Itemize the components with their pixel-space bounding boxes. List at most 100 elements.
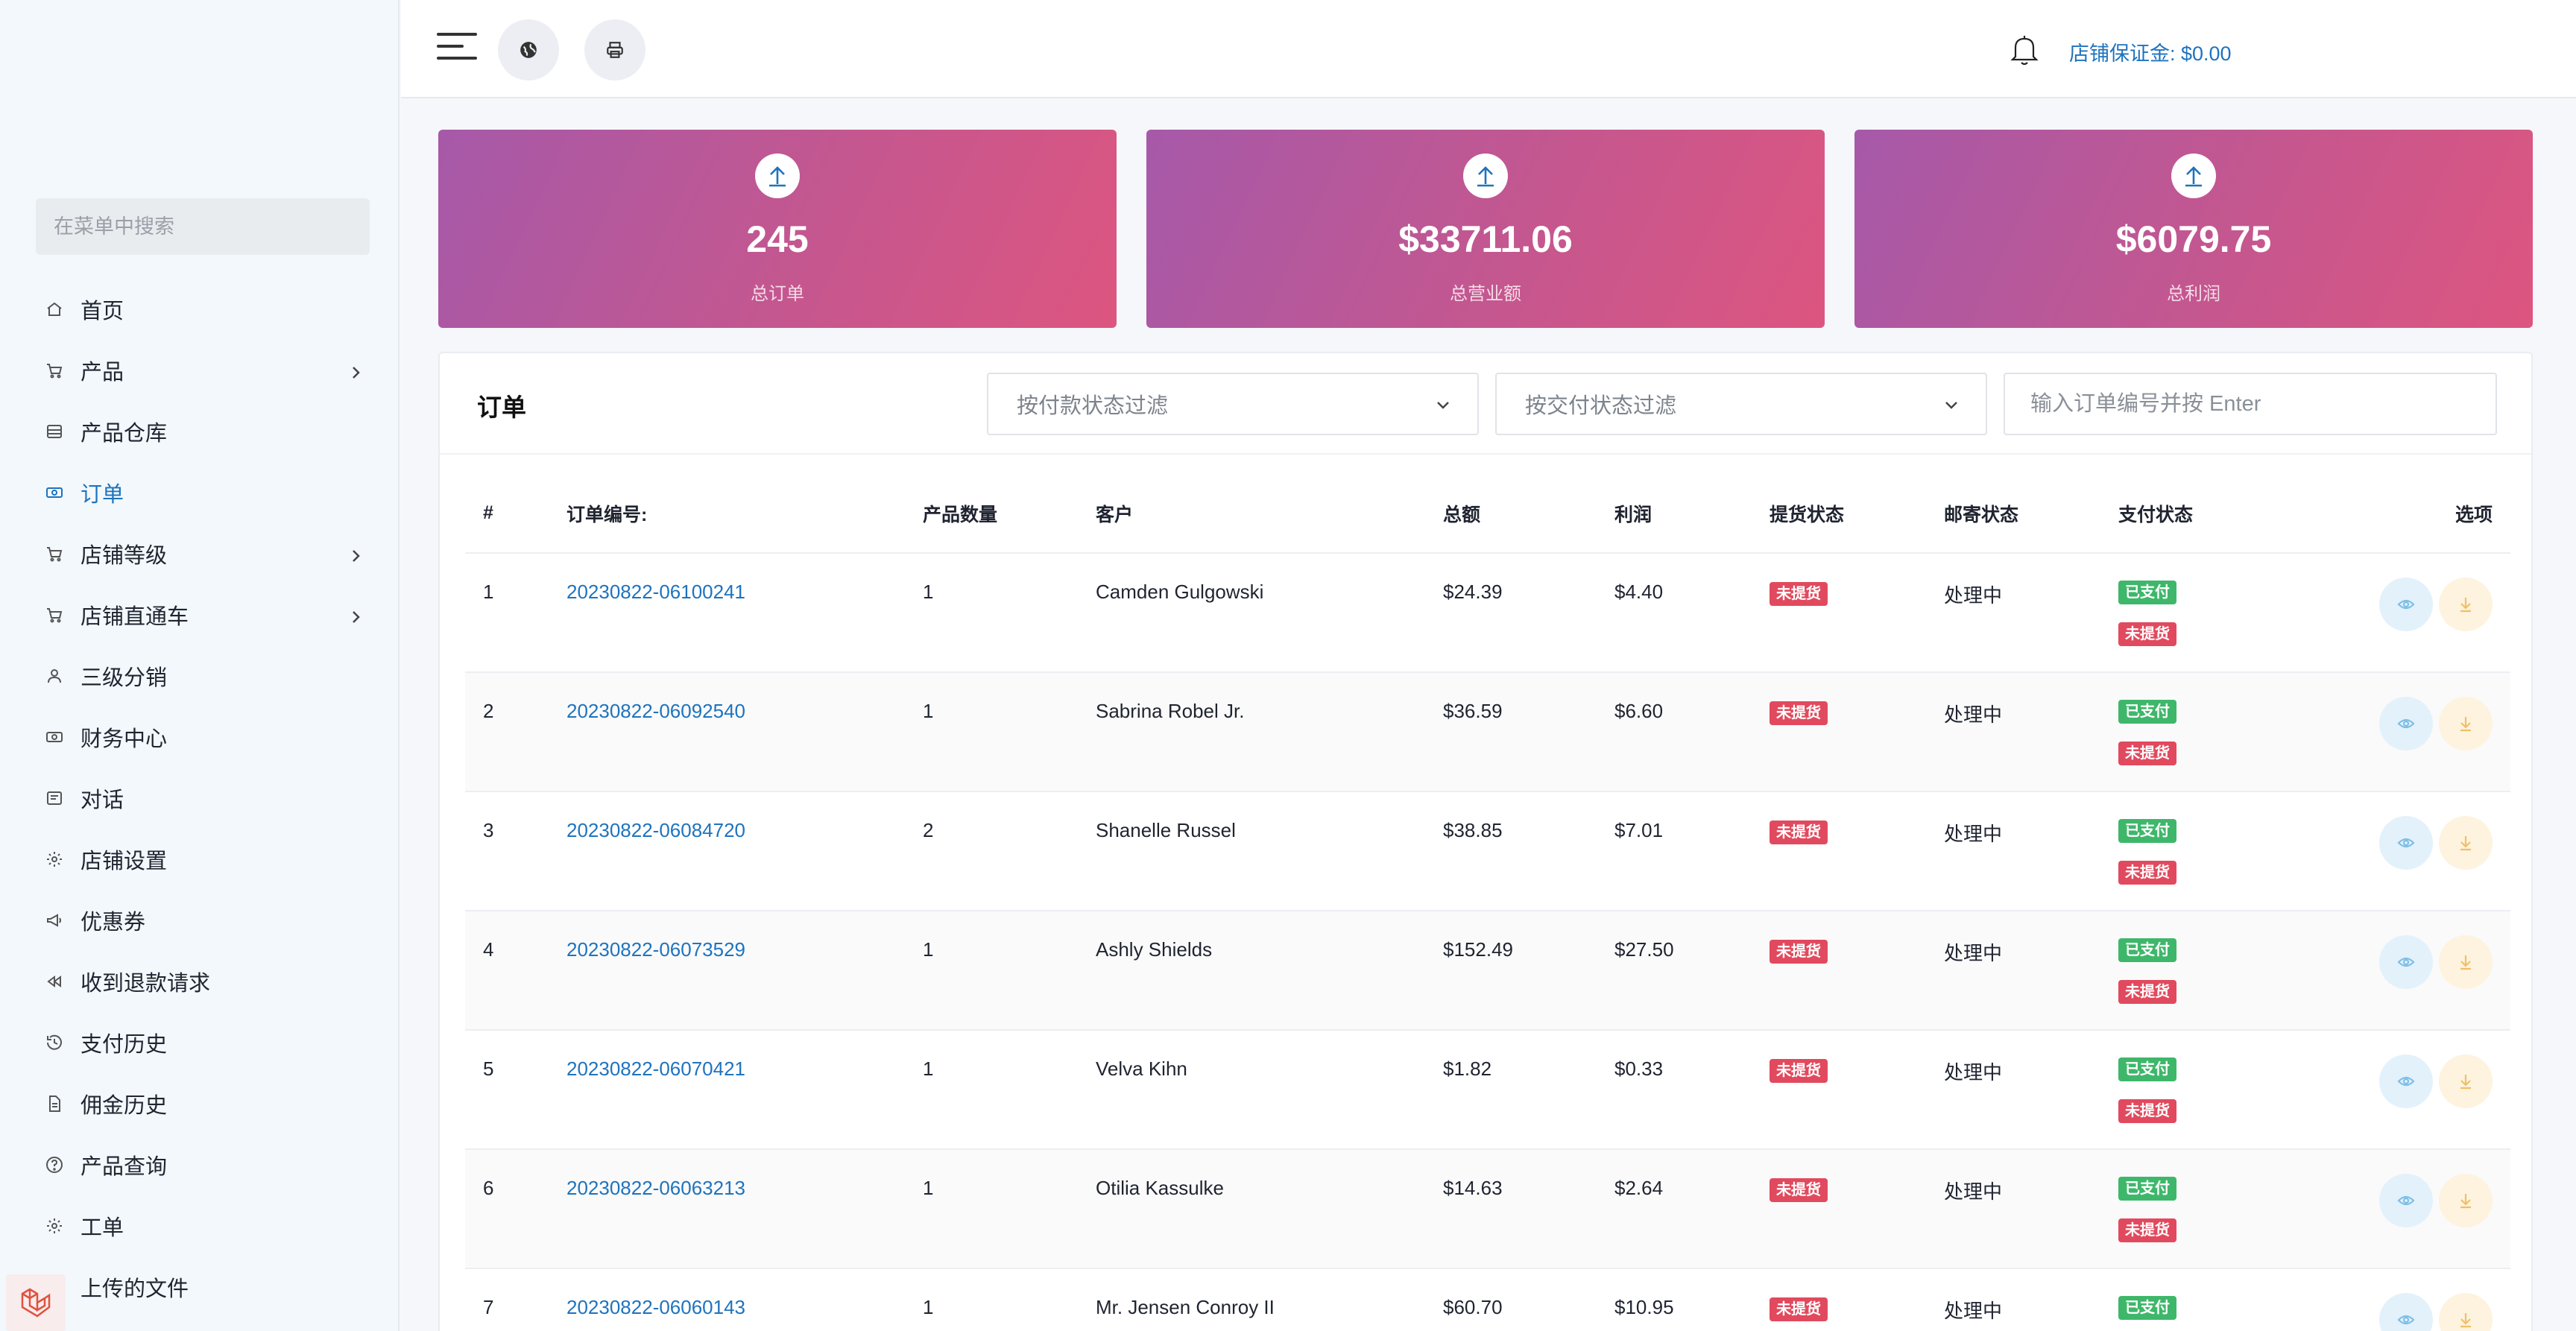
payment-status-badge: 已支付 xyxy=(2118,938,2176,962)
table-row: 1 20230822-06100241 1 Camden Gulgowski $24.3… xyxy=(465,553,2510,673)
laravel-logo-icon xyxy=(6,1274,66,1331)
view-order-button[interactable] xyxy=(2379,935,2433,989)
sidebar-item[interactable]: 对话 xyxy=(36,768,370,829)
download-invoice-button[interactable] xyxy=(2439,578,2493,631)
print-button[interactable] xyxy=(584,19,645,80)
view-order-button[interactable] xyxy=(2379,1174,2433,1227)
view-order-button[interactable] xyxy=(2379,578,2433,631)
download-icon xyxy=(2460,717,2471,732)
profit-cell: $10.95 xyxy=(1597,1268,1752,1331)
pickup-status-badge: 未提货 xyxy=(1770,1297,1828,1321)
sidebar-item[interactable]: 财务中心 xyxy=(36,706,370,768)
order-code-link[interactable]: 20230822-06060143 xyxy=(566,1296,746,1318)
cart-icon xyxy=(43,359,66,382)
sidebar-item[interactable]: 产品仓库 xyxy=(36,401,370,462)
sidebar-item[interactable]: 三级分销 xyxy=(36,645,370,706)
pickup-status-badge: 未提货 xyxy=(1770,1059,1828,1083)
profit-cell: $2.64 xyxy=(1597,1149,1752,1269)
customer-cell: Otilia Kassulke xyxy=(1078,1149,1425,1269)
download-invoice-button[interactable] xyxy=(2439,935,2493,989)
notification-bell-icon[interactable] xyxy=(2010,33,2039,66)
pickup-status-badge: 未提货 xyxy=(2118,742,2176,765)
view-order-button[interactable] xyxy=(2379,816,2433,870)
shipping-status-cell: 处理中 xyxy=(1926,553,2100,673)
quantity-cell: 1 xyxy=(905,1268,1078,1331)
sidebar-item[interactable]: 产品查询 xyxy=(36,1134,370,1195)
total-cell: $38.85 xyxy=(1425,791,1597,911)
pickup-status-badge: 未提货 xyxy=(2118,980,2176,1004)
view-order-button[interactable] xyxy=(2379,1055,2433,1108)
order-code-link[interactable]: 20230822-06073529 xyxy=(566,938,746,961)
order-code-link[interactable]: 20230822-06070421 xyxy=(566,1057,746,1080)
payment-status-cell: 已支付 未提货 xyxy=(2100,911,2287,1031)
page-title: 订单 xyxy=(477,393,526,421)
payment-status-filter[interactable]: 按付款状态过滤 xyxy=(987,373,1479,435)
sidebar-item[interactable]: 订单 xyxy=(36,462,370,523)
hamburger-menu-icon[interactable] xyxy=(437,33,477,66)
order-code-cell: 20230822-06092540 xyxy=(549,672,905,792)
order-code-link[interactable]: 20230822-06084720 xyxy=(566,819,746,841)
warehouse-icon xyxy=(43,420,66,443)
order-search-input[interactable] xyxy=(2004,373,2497,435)
download-invoice-button[interactable] xyxy=(2439,816,2493,870)
sidebar-item-label: 对话 xyxy=(80,788,124,812)
options-cell xyxy=(2287,911,2510,1031)
order-code-cell: 20230822-06070421 xyxy=(549,1030,905,1150)
eye-icon xyxy=(2397,838,2415,848)
total-cell: $24.39 xyxy=(1425,553,1597,673)
sidebar-item[interactable]: 店铺直通车 xyxy=(36,584,370,645)
quantity-cell: 2 xyxy=(905,791,1078,911)
order-code-link[interactable]: 20230822-06063213 xyxy=(566,1177,746,1199)
row-number: 3 xyxy=(465,791,549,911)
row-number: 1 xyxy=(465,553,549,673)
total-cell: $36.59 xyxy=(1425,672,1597,792)
download-invoice-button[interactable] xyxy=(2439,1293,2493,1331)
order-code-link[interactable]: 20230822-06100241 xyxy=(566,581,746,603)
sidebar-item-label: 工单 xyxy=(80,1216,124,1240)
help-icon xyxy=(43,1154,66,1176)
sidebar-item[interactable]: 收到退款请求 xyxy=(36,951,370,1012)
payment-status-cell: 已支付 xyxy=(2100,1268,2287,1331)
pickup-status-badge: 未提货 xyxy=(1770,1178,1828,1202)
order-code-cell: 20230822-06063213 xyxy=(549,1149,905,1269)
table-row: 3 20230822-06084720 2 Shanelle Russel $38.85… xyxy=(465,791,2510,911)
sidebar-item-label: 佣金历史 xyxy=(80,1094,168,1118)
sidebar-item[interactable]: 佣金历史 xyxy=(36,1073,370,1134)
column-header: 支付状态 xyxy=(2100,474,2287,554)
chat-icon xyxy=(43,787,66,809)
sidebar-item[interactable]: 店铺等级 xyxy=(36,523,370,584)
download-invoice-button[interactable] xyxy=(2439,1174,2493,1227)
quantity-cell: 1 xyxy=(905,1030,1078,1150)
download-invoice-button[interactable] xyxy=(2439,697,2493,750)
view-order-button[interactable] xyxy=(2379,1293,2433,1331)
download-invoice-button[interactable] xyxy=(2439,1055,2493,1108)
sidebar-item[interactable]: 支付历史 xyxy=(36,1012,370,1073)
globe-button[interactable] xyxy=(498,19,559,80)
sidebar-item[interactable]: 工单 xyxy=(36,1195,370,1256)
table-header-row: # 订单编号: 产品数量 客户 总额 利润 提货状态 邮寄状态 支付状态 选项 xyxy=(465,474,2510,554)
sidebar-item[interactable]: 产品 xyxy=(36,340,370,401)
sidebar-item[interactable]: 首页 xyxy=(36,279,370,340)
sidebar-item[interactable]: 店铺设置 xyxy=(36,829,370,890)
upload-icon xyxy=(1463,154,1508,198)
home-icon xyxy=(43,298,66,320)
column-header: 订单编号: xyxy=(549,474,905,554)
total-cell: $14.63 xyxy=(1425,1149,1597,1269)
delivery-status-filter[interactable]: 按交付状态过滤 xyxy=(1495,373,1987,435)
table-row: 6 20230822-06063213 1 Otilia Kassulke $14.63… xyxy=(465,1149,2510,1269)
store-deposit-link[interactable]: 店铺保证金: $0.00 xyxy=(2069,42,2232,65)
menu-search-input[interactable] xyxy=(36,198,370,255)
shipping-status-cell: 处理中 xyxy=(1926,672,2100,792)
view-order-button[interactable] xyxy=(2379,697,2433,750)
customer-cell: Camden Gulgowski xyxy=(1078,553,1425,673)
sidebar-menu: 首页 产品 产品仓库 订单 店铺等级 店铺直通车 三级分销 财务中心对话店铺设置 优惠券 收到退款… xyxy=(36,279,370,1318)
sidebar-item[interactable]: 上传的文件 xyxy=(36,1256,370,1318)
options-cell xyxy=(2287,791,2510,911)
sidebar: 首页产品产品仓库订单店铺等级店铺直通车三级分销财务中心对话店铺设置优惠券收到退款… xyxy=(0,0,400,1331)
sidebar-item[interactable]: 优惠券 xyxy=(36,890,370,951)
table-row: 7 20230822-06060143 1 Mr. Jensen Conroy II $… xyxy=(465,1268,2510,1331)
order-code-cell: 20230822-06073529 xyxy=(549,911,905,1031)
order-code-link[interactable]: 20230822-06092540 xyxy=(566,700,746,722)
payment-status-badge: 已支付 xyxy=(2118,700,2176,724)
stat-value: $6079.75 xyxy=(2115,218,2272,260)
